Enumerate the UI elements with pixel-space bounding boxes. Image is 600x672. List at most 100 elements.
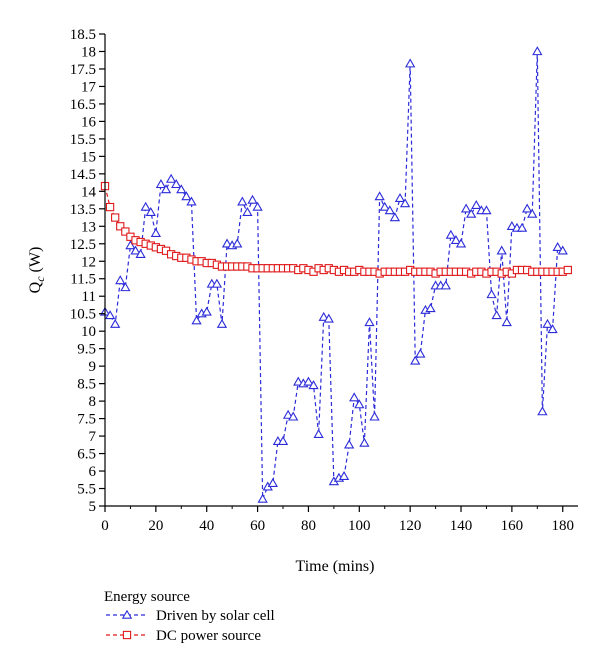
data-point (282, 409, 294, 419)
y-axis-label: Qc (W) (27, 247, 47, 294)
y-tick-label: 8.5 (77, 377, 96, 393)
data-point (563, 265, 572, 275)
y-tick-label: 7 (89, 429, 97, 445)
data-point (115, 275, 126, 285)
data-point (405, 58, 416, 68)
data-point (216, 318, 228, 328)
data-point (354, 399, 365, 409)
x-tick-label: 160 (501, 518, 524, 534)
data-point (171, 179, 182, 189)
data-point (104, 310, 116, 320)
data-point (318, 311, 329, 321)
x-tick-label: 20 (148, 518, 163, 534)
y-tick-label: 13 (81, 219, 96, 235)
data-point (120, 282, 131, 292)
data-point (160, 184, 172, 194)
data-point (343, 439, 355, 449)
data-point (288, 411, 299, 421)
data-point (440, 280, 451, 290)
series-solar-cell (99, 46, 568, 503)
y-tick-label: 14 (81, 184, 97, 200)
data-point (191, 315, 202, 325)
data-point (415, 348, 426, 358)
plot-area (99, 46, 572, 503)
y-tick-label: 12.5 (70, 237, 96, 253)
data-point (247, 194, 258, 204)
x-tick-label: 40 (199, 518, 214, 534)
data-point (237, 196, 248, 206)
data-point (552, 241, 563, 251)
x-tick-label: 100 (348, 518, 371, 534)
legend-title: Energy source (104, 589, 190, 605)
data-point (557, 245, 568, 255)
y-tick-label: 11 (82, 289, 96, 305)
data-point (140, 201, 151, 211)
y-tick-label: 12 (81, 254, 96, 270)
y-tick-label: 16 (81, 114, 97, 130)
data-point (308, 380, 319, 390)
y-axis-label-unit: (W) (27, 247, 44, 277)
y-axis-label-subscript: c (33, 276, 47, 282)
y-tick-label: 5.5 (77, 482, 96, 498)
data-point (125, 240, 136, 250)
y-tick-label: 8 (89, 394, 97, 410)
data-point (277, 436, 289, 446)
data-point (252, 201, 263, 211)
data-point (111, 213, 120, 222)
y-tick-label: 10 (81, 324, 96, 340)
x-tick-label: 0 (101, 518, 109, 534)
y-tick-label: 6.5 (77, 447, 96, 463)
data-point (221, 238, 233, 248)
y-tick-label: 15 (81, 149, 96, 165)
data-point (491, 310, 502, 320)
data-point (501, 317, 512, 327)
data-point (303, 376, 314, 386)
y-tick-label: 6 (89, 464, 97, 480)
data-point (486, 289, 497, 299)
y-tick-label: 16.5 (70, 97, 96, 113)
y-tick-label: 9.5 (77, 342, 96, 358)
data-point (374, 191, 385, 201)
data-point (349, 392, 360, 402)
y-tick-label: 5 (89, 499, 97, 515)
data-point (116, 222, 125, 231)
data-point (460, 203, 472, 213)
series-line (104, 185, 569, 275)
x-tick-label: 180 (551, 518, 574, 534)
data-point (379, 201, 390, 211)
data-point (471, 200, 482, 210)
data-point (389, 212, 401, 222)
data-point (110, 318, 121, 328)
x-ticks: 0 20 40 60 80 100 120 140 160 180 (101, 506, 574, 534)
data-point (410, 355, 421, 365)
data-point (242, 207, 253, 217)
data-point (527, 208, 538, 218)
data-point (232, 238, 243, 248)
y-tick-label: 11.5 (70, 272, 96, 288)
x-tick-label: 140 (450, 518, 473, 534)
y-tick-label: 10.5 (70, 307, 96, 323)
data-point (313, 429, 324, 439)
data-point (394, 193, 406, 203)
x-tick-label: 60 (250, 518, 265, 534)
data-point (542, 318, 553, 328)
data-point (181, 191, 192, 201)
data-point (481, 205, 492, 215)
data-point (425, 303, 436, 313)
y-tick-label: 7.5 (77, 412, 96, 428)
data-point (547, 324, 558, 334)
data-point (537, 406, 548, 416)
data-point (186, 196, 197, 206)
legend-label: DC power source (156, 628, 261, 644)
x-tick-label: 80 (301, 518, 316, 534)
series-dc-power (100, 181, 572, 278)
data-point (338, 470, 350, 480)
data-point (165, 173, 177, 183)
data-point (201, 306, 212, 316)
data-point (257, 493, 268, 503)
y-axis-label-main: Q (27, 281, 44, 293)
x-tick-label: 120 (399, 518, 422, 534)
data-point (267, 477, 278, 487)
